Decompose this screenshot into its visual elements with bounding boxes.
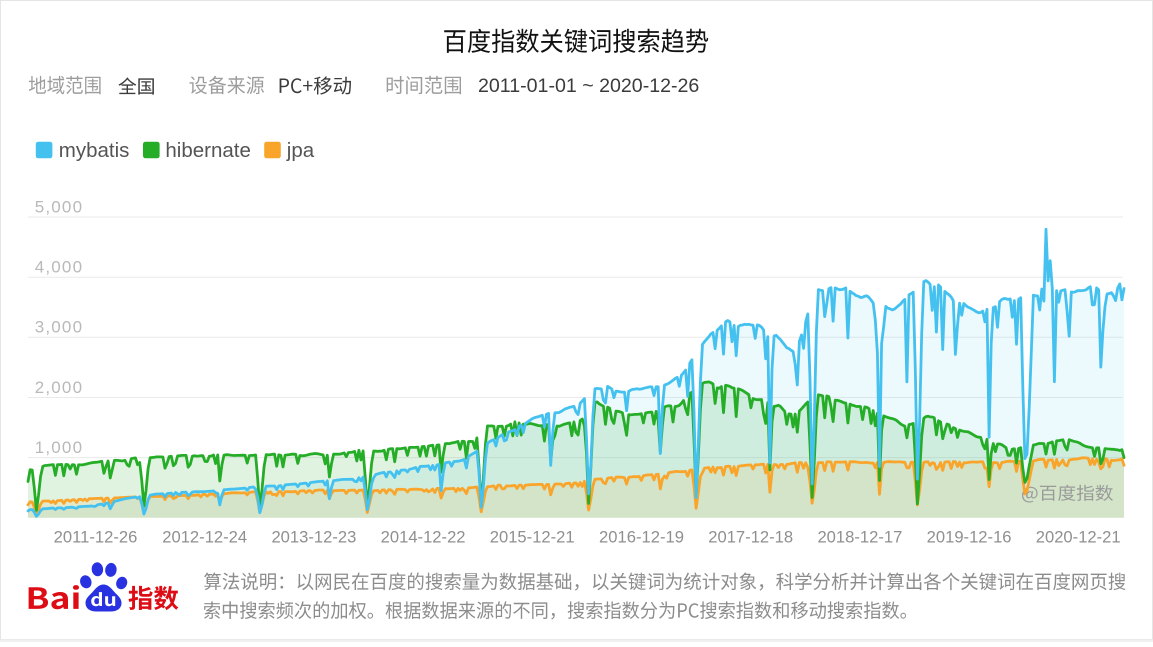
svg-text:hibernate: hibernate bbox=[165, 139, 250, 162]
svg-text:2011-12-26: 2011-12-26 bbox=[54, 528, 138, 547]
svg-text:2019-12-16: 2019-12-16 bbox=[927, 528, 1012, 547]
svg-text:2,000: 2,000 bbox=[35, 378, 84, 397]
svg-text:1,000: 1,000 bbox=[35, 438, 84, 457]
svg-text:4,000: 4,000 bbox=[35, 258, 84, 277]
svg-text:3,000: 3,000 bbox=[35, 318, 84, 337]
svg-text:jpa: jpa bbox=[286, 139, 315, 162]
svg-text:2016-12-19: 2016-12-19 bbox=[599, 528, 684, 547]
svg-text:mybatis: mybatis bbox=[59, 139, 130, 162]
svg-text:2011-01-01 ~ 2020-12-26: 2011-01-01 ~ 2020-12-26 bbox=[478, 75, 699, 97]
svg-text:2015-12-21: 2015-12-21 bbox=[490, 528, 575, 547]
svg-text:5,000: 5,000 bbox=[35, 197, 84, 216]
svg-text:2020-12-21: 2020-12-21 bbox=[1036, 528, 1121, 547]
svg-text:2012-12-24: 2012-12-24 bbox=[162, 528, 247, 547]
svg-text:2014-12-22: 2014-12-22 bbox=[381, 528, 466, 547]
svg-text:2018-12-17: 2018-12-17 bbox=[817, 528, 902, 547]
svg-text:2013-12-23: 2013-12-23 bbox=[271, 528, 356, 547]
svg-text:2017-12-18: 2017-12-18 bbox=[708, 528, 793, 547]
